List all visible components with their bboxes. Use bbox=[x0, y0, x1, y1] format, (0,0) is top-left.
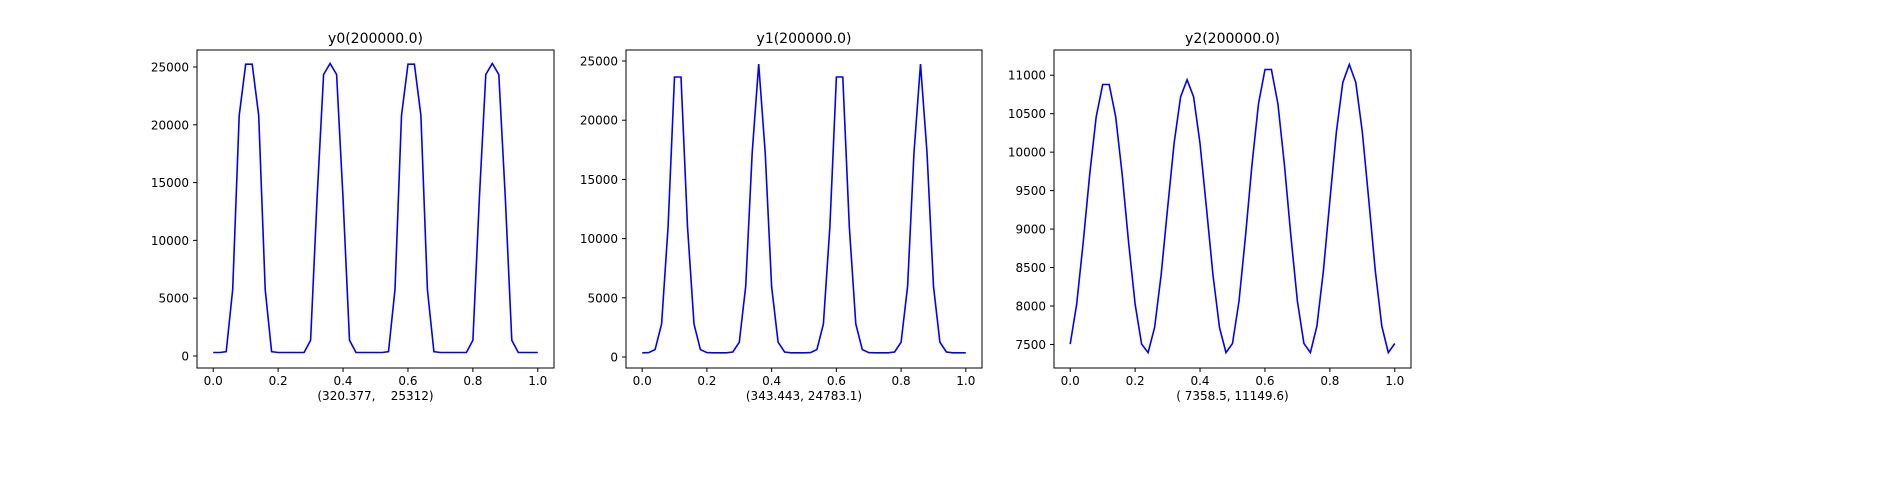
subplot-y1: y1(200000.0) (343.443, 24783.1) 0.0 0.2 0.… bbox=[580, 31, 983, 403]
y-tick-label: 10500 bbox=[1008, 107, 1046, 121]
x-tick-label: 0.4 bbox=[1190, 374, 1209, 388]
subplot-y2: y2(200000.0) ( 7358.5, 11149.6) 0.0 0.2 0.… bbox=[1008, 31, 1412, 403]
y-tick-label: 25000 bbox=[151, 60, 189, 74]
x-tick-label: 1.0 bbox=[528, 374, 547, 388]
x-tick-label: 0.8 bbox=[1320, 374, 1339, 388]
axes-frame bbox=[196, 49, 555, 369]
x-tick-label: 0.8 bbox=[892, 374, 911, 388]
y-tick-label: 10000 bbox=[1008, 146, 1046, 160]
axes-frame bbox=[1053, 49, 1412, 369]
subplot-title: y2(200000.0) bbox=[1185, 31, 1280, 47]
subplot-y0: y0(200000.0) (320.377, 25312) 0.0 0.2 0.4 0… bbox=[151, 31, 555, 403]
y-tick-label: 25000 bbox=[580, 55, 618, 69]
x-tick-label: 0.6 bbox=[398, 374, 417, 388]
y-tick-label: 8500 bbox=[1015, 261, 1046, 275]
y-tick-label: 0 bbox=[181, 349, 189, 363]
y-tick-label: 15000 bbox=[580, 173, 618, 187]
x-tick-label: 0.2 bbox=[269, 374, 288, 388]
y-tick-label: 20000 bbox=[580, 114, 618, 128]
y-tick-label: 10000 bbox=[151, 234, 189, 248]
subplot-title: y1(200000.0) bbox=[757, 31, 852, 47]
y-tick-label: 20000 bbox=[151, 118, 189, 132]
x-tick-label: 0.0 bbox=[1061, 374, 1080, 388]
y-tick-label: 7500 bbox=[1015, 338, 1046, 352]
x-tick-label: 0.4 bbox=[333, 374, 352, 388]
x-tick-label: 0.6 bbox=[827, 374, 846, 388]
x-tick-label: 0.2 bbox=[1126, 374, 1145, 388]
y-tick-label: 9000 bbox=[1015, 223, 1046, 237]
series-line bbox=[213, 61, 538, 354]
series-line bbox=[642, 63, 966, 354]
x-tick-label: 0.2 bbox=[697, 374, 716, 388]
subplot-title: y0(200000.0) bbox=[328, 31, 423, 47]
y-tick-label: 0 bbox=[610, 350, 618, 364]
x-tick-label: 0.4 bbox=[762, 374, 781, 388]
x-tick-label: 1.0 bbox=[1385, 374, 1404, 388]
x-tick-label: 0.8 bbox=[463, 374, 482, 388]
x-tick-label: 0.6 bbox=[1255, 374, 1274, 388]
y-tick-label: 5000 bbox=[587, 291, 618, 305]
series-line bbox=[1069, 62, 1396, 355]
x-axis-label: ( 7358.5, 11149.6) bbox=[1176, 389, 1288, 403]
x-tick-label: 0.0 bbox=[204, 374, 223, 388]
x-tick-label: 0.0 bbox=[633, 374, 652, 388]
y-tick-label: 5000 bbox=[158, 292, 189, 306]
x-axis-label: (343.443, 24783.1) bbox=[746, 389, 862, 403]
y-tick-label: 9500 bbox=[1015, 184, 1046, 198]
x-tick-label: 1.0 bbox=[956, 374, 975, 388]
y-tick-label: 10000 bbox=[580, 232, 618, 246]
y-tick-label: 8000 bbox=[1015, 300, 1046, 314]
axes-frame bbox=[625, 49, 983, 369]
y-tick-label: 11000 bbox=[1008, 69, 1046, 83]
y-tick-label: 15000 bbox=[151, 176, 189, 190]
x-axis-label: (320.377, 25312) bbox=[317, 389, 433, 403]
